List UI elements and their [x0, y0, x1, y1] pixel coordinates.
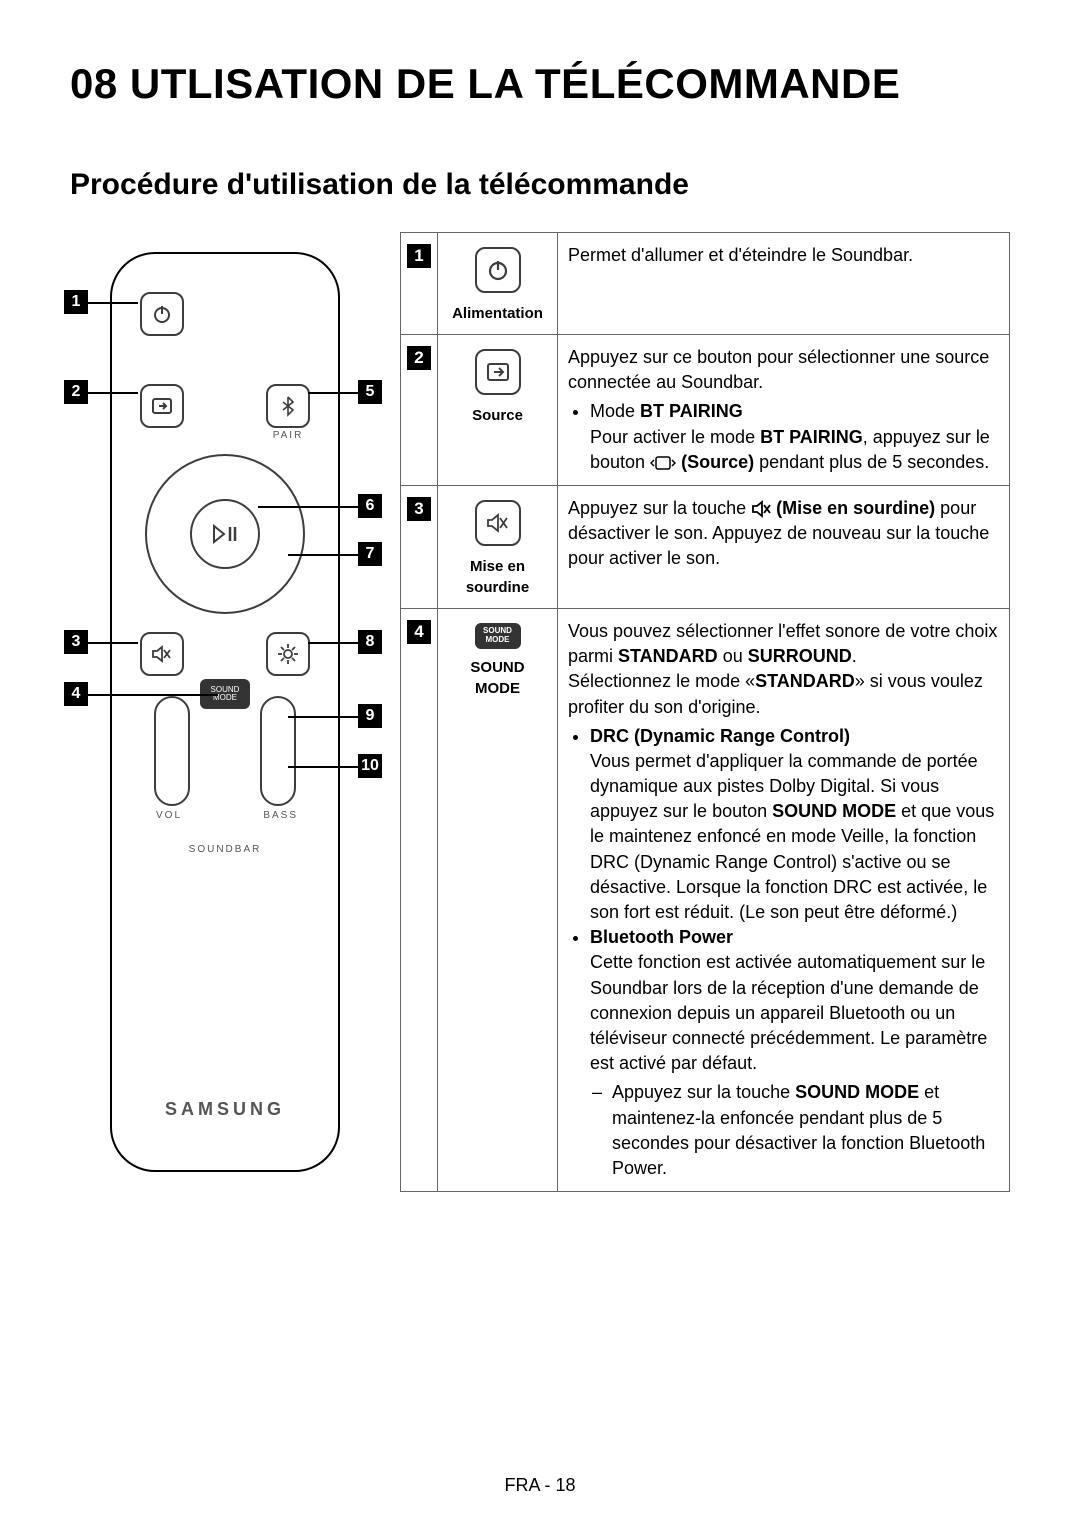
bass-label: BASS [263, 810, 298, 821]
row-number-cell: 3 [401, 485, 438, 608]
remote-diagram: PAIR SOUND MODE VOL [70, 232, 370, 1172]
row-number-badge: 2 [407, 346, 431, 370]
row-description: Vous pouvez sélectionner l'effet sonore … [558, 608, 1010, 1191]
row-description: Appuyez sur la touche (Mise en sourdine)… [558, 485, 1010, 608]
row-icon-label: Source [448, 405, 547, 426]
page-footer: FRA - 18 [0, 1475, 1080, 1496]
chapter-title: 08 UTLISATION DE LA TÉLÉCOMMANDE [70, 60, 1010, 108]
play-pause-button [190, 499, 260, 569]
row-number-cell: 2 [401, 335, 438, 486]
dpad [145, 454, 305, 614]
desc-row: 4 SOUNDMODESOUND MODEVous pouvez sélectio… [401, 608, 1010, 1191]
row-icon-label: Mise en sourdine [448, 556, 547, 598]
section-title: Procédure d'utilisation de la télécomman… [70, 168, 1010, 202]
row-icon-label: Alimentation [448, 303, 547, 324]
gear-icon [277, 643, 299, 665]
callout-3: 3 [64, 630, 88, 654]
play-pause-icon [212, 524, 238, 544]
row-description: Appuyez sur ce bouton pour sélectionner … [558, 335, 1010, 486]
row-description: Permet d'allumer et d'éteindre le Soundb… [558, 233, 1010, 335]
row-number-badge: 1 [407, 244, 431, 268]
samsung-logo: SAMSUNG [112, 1099, 338, 1120]
power-button [140, 292, 184, 336]
callout-1: 1 [64, 290, 88, 314]
row-icon-cell: SOUNDMODESOUND MODE [438, 608, 558, 1191]
pair-button [266, 384, 310, 428]
row-icon-cell: Source [438, 335, 558, 486]
description-table: 1 Alimentation Permet d'allumer et d'étein… [400, 232, 1010, 1192]
callout-8: 8 [358, 630, 382, 654]
row-number-cell: 1 [401, 233, 438, 335]
vol-rocker [154, 696, 190, 806]
row-number-badge: 3 [407, 497, 431, 521]
soundbar-label: SOUNDBAR [112, 844, 338, 855]
callout-7: 7 [358, 542, 382, 566]
desc-row: 3 Mise en sourdine Appuyez sur la touche (… [401, 485, 1010, 608]
settings-button [266, 632, 310, 676]
row-icon-cell: Mise en sourdine [438, 485, 558, 608]
callout-4: 4 [64, 682, 88, 706]
row-number-badge: 4 [407, 620, 431, 644]
callout-2: 2 [64, 380, 88, 404]
source-button [140, 384, 184, 428]
callout-9: 9 [358, 704, 382, 728]
row-number-cell: 4 [401, 608, 438, 1191]
vol-label: VOL [156, 810, 182, 821]
callout-6: 6 [358, 494, 382, 518]
row-icon-cell: Alimentation [438, 233, 558, 335]
mute-icon [151, 644, 173, 664]
callout-5: 5 [358, 380, 382, 404]
mute-button [140, 632, 184, 676]
bluetooth-icon [281, 395, 295, 417]
pair-label: PAIR [268, 430, 308, 441]
desc-row: 1 Alimentation Permet d'allumer et d'étein… [401, 233, 1010, 335]
source-icon [150, 397, 174, 415]
bass-rocker [260, 696, 296, 806]
remote-body: PAIR SOUND MODE VOL [110, 252, 340, 1172]
power-icon [151, 303, 173, 325]
callout-10: 10 [358, 754, 382, 778]
row-icon-label: SOUND MODE [448, 657, 547, 699]
content-row: PAIR SOUND MODE VOL [70, 232, 1010, 1192]
desc-row: 2 Source Appuyez sur ce bouton pour sélect… [401, 335, 1010, 486]
